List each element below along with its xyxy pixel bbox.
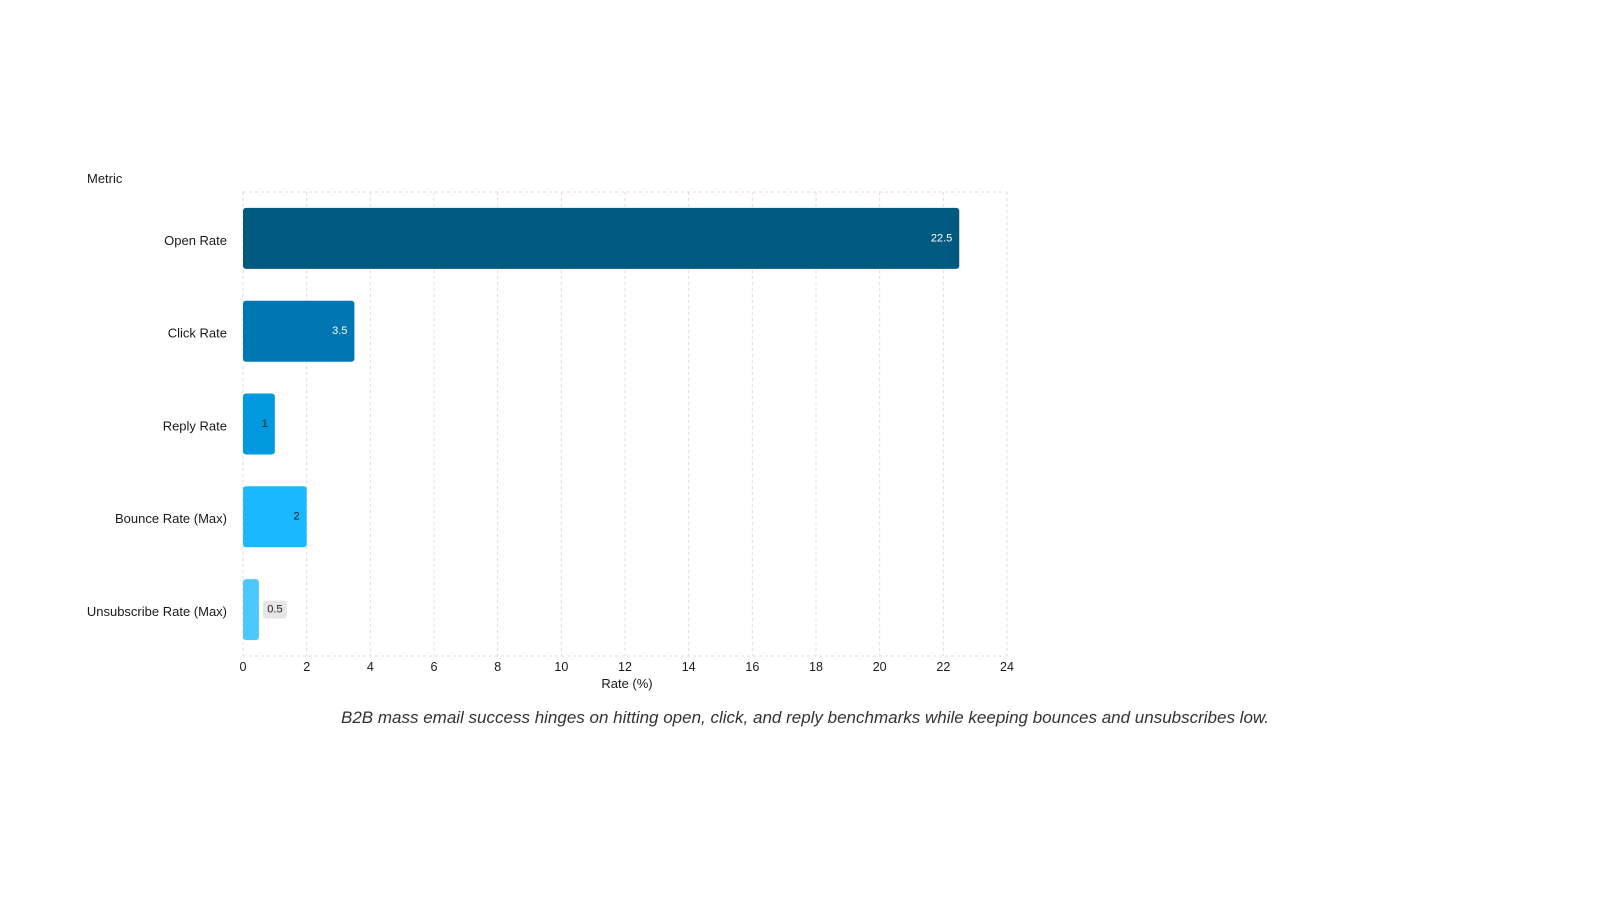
bar-4 bbox=[243, 579, 259, 641]
y-axis-ticks: Open Rate Click Rate Reply Rate Bounce Rate… bbox=[87, 233, 227, 619]
caption-text: B2B mass email success hinges on hitting… bbox=[341, 708, 1269, 727]
x-tick-label: 6 bbox=[431, 660, 438, 674]
bar-value-label-2: 1 bbox=[262, 418, 268, 430]
x-tick-label: 20 bbox=[873, 660, 887, 674]
y-tick-label-4: Unsubscribe Rate (Max) bbox=[87, 604, 227, 619]
bar-0 bbox=[243, 207, 960, 269]
y-tick-label-3: Bounce Rate (Max) bbox=[115, 511, 227, 526]
x-tick-label: 2 bbox=[303, 660, 310, 674]
x-tick-label: 16 bbox=[745, 660, 759, 674]
y-axis-title: Metric bbox=[87, 171, 123, 186]
x-tick-label: 18 bbox=[809, 660, 823, 674]
x-axis-title: Rate (%) bbox=[601, 676, 652, 691]
bar-value-label-bg-4 bbox=[262, 600, 287, 619]
x-tick-label: 0 bbox=[240, 660, 247, 674]
bar-value-label-1: 3.5 bbox=[332, 325, 347, 337]
bar-value-label-0: 22.5 bbox=[931, 232, 952, 244]
chart-caption: B2B mass email success hinges on hitting… bbox=[0, 708, 1600, 728]
bar-2 bbox=[243, 393, 275, 455]
bar-3 bbox=[243, 486, 307, 548]
x-tick-label: 14 bbox=[682, 660, 696, 674]
y-tick-label-0: Open Rate bbox=[164, 233, 227, 248]
x-tick-label: 10 bbox=[554, 660, 568, 674]
x-axis-ticks: 0 2 4 6 8 10 12 14 16 18 20 22 24 bbox=[240, 660, 1014, 674]
bar-value-label-4: 0.5 bbox=[267, 604, 282, 616]
grid bbox=[242, 191, 1008, 657]
x-tick-label: 4 bbox=[367, 660, 374, 674]
y-tick-label-1: Click Rate bbox=[168, 326, 227, 341]
bar-1 bbox=[243, 300, 355, 362]
x-tick-label: 22 bbox=[936, 660, 950, 674]
bars bbox=[243, 207, 960, 641]
bar-value-labels: 22.5 3.5 1 2 0.5 bbox=[262, 232, 952, 619]
y-tick-label-2: Reply Rate bbox=[163, 418, 227, 433]
x-tick-label: 8 bbox=[494, 660, 501, 674]
bar-value-label-3: 2 bbox=[294, 511, 300, 523]
x-tick-label: 24 bbox=[1000, 660, 1014, 674]
x-tick-label: 12 bbox=[618, 660, 632, 674]
